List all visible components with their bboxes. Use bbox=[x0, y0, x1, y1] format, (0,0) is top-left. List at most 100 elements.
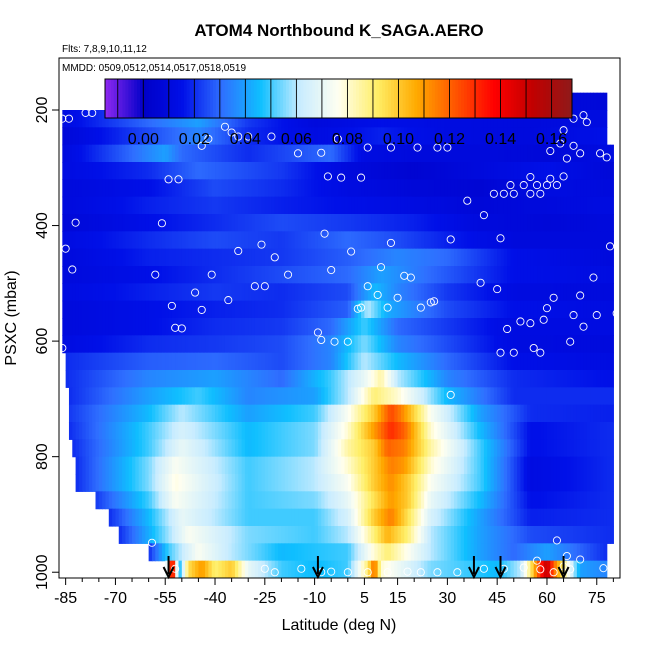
heatmap-cell bbox=[377, 110, 382, 128]
heatmap-cell bbox=[351, 526, 356, 544]
heatmap-cell bbox=[394, 248, 399, 267]
sample-point bbox=[61, 244, 70, 253]
heatmap-cell bbox=[128, 231, 133, 250]
heatmap-cell bbox=[251, 248, 256, 267]
heatmap-cell bbox=[271, 144, 276, 163]
heatmap-cell bbox=[327, 300, 332, 319]
heatmap-cell bbox=[231, 196, 236, 215]
heatmap-cell bbox=[105, 352, 110, 371]
heatmap-cell bbox=[291, 508, 296, 527]
heatmap-cell bbox=[148, 422, 153, 440]
heatmap-cell bbox=[407, 422, 412, 440]
heatmap-cell bbox=[102, 179, 107, 198]
heatmap-cell bbox=[493, 248, 498, 267]
heatmap-cell bbox=[118, 127, 123, 146]
heatmap-cell bbox=[258, 335, 263, 354]
heatmap-cell bbox=[65, 127, 70, 146]
heatmap-cell bbox=[88, 196, 93, 215]
heatmap-cell bbox=[185, 196, 190, 215]
heatmap-cell bbox=[327, 543, 332, 562]
heatmap-cell bbox=[178, 318, 183, 336]
sample-point bbox=[343, 568, 352, 577]
heatmap-cell bbox=[590, 508, 595, 527]
heatmap-cell bbox=[553, 422, 558, 440]
heatmap-cell bbox=[410, 491, 415, 510]
heatmap-cell bbox=[503, 231, 508, 250]
heatmap-cell bbox=[553, 370, 558, 388]
heatmap-cell bbox=[420, 179, 425, 198]
heatmap-cell bbox=[606, 352, 611, 371]
heatmap-cell bbox=[600, 283, 604, 302]
heatmap-cell bbox=[590, 387, 595, 406]
heatmap-cell bbox=[390, 422, 395, 440]
heatmap-cell bbox=[470, 231, 475, 250]
heatmap-cell bbox=[171, 404, 176, 423]
heatmap-cell bbox=[430, 526, 435, 544]
heatmap-cell bbox=[115, 352, 120, 371]
heatmap-cell bbox=[357, 560, 362, 578]
heatmap-cell bbox=[188, 439, 193, 458]
heatmap-cell bbox=[284, 543, 289, 562]
heatmap-cell bbox=[284, 300, 289, 319]
heatmap-cell bbox=[473, 214, 478, 232]
heatmap-cell bbox=[470, 266, 475, 284]
sample-point bbox=[463, 196, 472, 205]
heatmap-cell bbox=[610, 318, 614, 336]
heatmap-cell bbox=[457, 387, 462, 406]
heatmap-cell bbox=[161, 439, 166, 458]
heatmap-cell bbox=[407, 335, 412, 354]
heatmap-cell bbox=[155, 127, 160, 146]
heatmap-cell bbox=[450, 127, 455, 146]
heatmap-cell bbox=[477, 370, 482, 388]
heatmap-cell bbox=[195, 196, 200, 215]
heatmap-cell bbox=[218, 214, 223, 232]
heatmap-cell bbox=[480, 162, 485, 180]
heatmap-cell bbox=[298, 179, 302, 198]
heatmap-cell bbox=[254, 231, 259, 250]
heatmap-cell bbox=[195, 508, 200, 527]
heatmap-cell bbox=[234, 404, 239, 423]
heatmap-cell bbox=[334, 352, 339, 371]
heatmap-cell bbox=[407, 283, 412, 302]
y-tick-label: 400 bbox=[34, 212, 51, 239]
heatmap-cell bbox=[307, 214, 312, 232]
heatmap-cell bbox=[447, 491, 452, 510]
heatmap-cell bbox=[261, 387, 266, 406]
heatmap-cell bbox=[205, 560, 209, 578]
heatmap-cell bbox=[493, 127, 498, 146]
heatmap-cell bbox=[566, 439, 571, 458]
heatmap-cell bbox=[361, 144, 365, 163]
heatmap-cell bbox=[351, 266, 356, 284]
heatmap-cell bbox=[546, 422, 551, 440]
heatmap-cell bbox=[480, 543, 485, 562]
heatmap-cell bbox=[148, 196, 153, 215]
colorbar-swatch bbox=[230, 79, 234, 118]
heatmap-cell bbox=[241, 144, 246, 163]
heatmap-cell bbox=[105, 491, 110, 510]
heatmap-cell bbox=[341, 266, 346, 284]
heatmap-cell bbox=[450, 335, 455, 354]
heatmap-cell bbox=[68, 231, 73, 250]
sample-point bbox=[499, 189, 508, 198]
heatmap-cell bbox=[517, 300, 522, 319]
heatmap-cell bbox=[354, 491, 359, 510]
heatmap-cell bbox=[440, 543, 445, 562]
heatmap-cell bbox=[407, 387, 412, 406]
colorbar-swatch bbox=[227, 79, 232, 118]
heatmap-cell bbox=[606, 283, 611, 302]
heatmap-cell bbox=[351, 196, 356, 215]
heatmap-cell bbox=[414, 560, 419, 578]
heatmap-cell bbox=[560, 162, 565, 180]
heatmap-cell bbox=[145, 508, 150, 527]
heatmap-cell bbox=[248, 508, 253, 527]
heatmap-cell bbox=[188, 283, 193, 302]
heatmap-cell bbox=[390, 439, 395, 458]
heatmap-cell bbox=[224, 370, 229, 388]
heatmap-cell bbox=[294, 543, 299, 562]
heatmap-cell bbox=[447, 179, 452, 198]
heatmap-cell bbox=[281, 127, 286, 146]
heatmap-cell bbox=[430, 456, 435, 475]
heatmap-cell bbox=[314, 162, 319, 180]
colorbar-swatch bbox=[140, 79, 144, 118]
heatmap-cell bbox=[503, 387, 508, 406]
